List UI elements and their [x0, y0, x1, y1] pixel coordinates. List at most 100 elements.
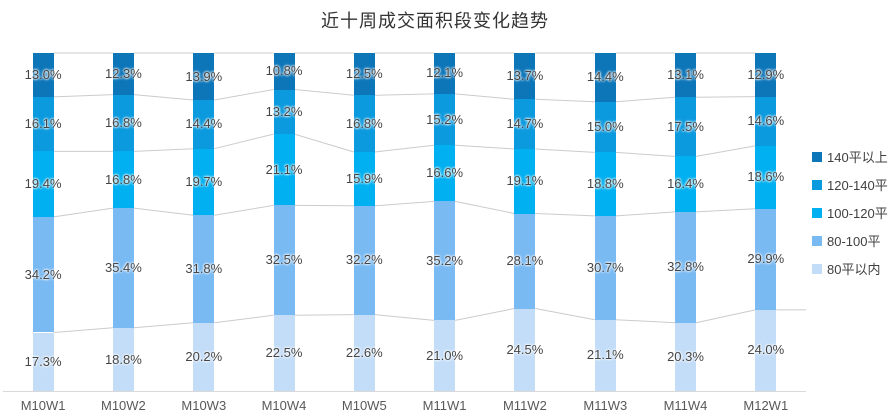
segment-value-label: 35.2% — [426, 252, 464, 268]
segment-value-label: 12.1% — [426, 65, 464, 81]
segment-value-label: 12.3% — [104, 65, 142, 81]
legend: 140平以上 120-140平 100-120平 80-100平 80平以内 — [812, 147, 888, 278]
bar-segment[interactable] — [193, 322, 215, 391]
bar-segment[interactable] — [755, 53, 777, 97]
segment-value-label: 16.8% — [104, 171, 142, 187]
bar-segment[interactable] — [353, 53, 375, 96]
bar-segment[interactable] — [273, 315, 295, 392]
bar-segment[interactable] — [514, 53, 536, 100]
segment-value-label: 21.1% — [586, 347, 624, 363]
bar-segment[interactable] — [112, 151, 134, 209]
bar-segment[interactable] — [112, 53, 134, 95]
boundary-line — [53, 308, 806, 333]
legend-swatch-icon — [812, 263, 822, 274]
legend-item[interactable]: 80平以内 — [812, 259, 888, 278]
legend-item[interactable]: 100-120平 — [812, 203, 888, 222]
bar-segment[interactable] — [193, 215, 215, 323]
segment-value-label: 16.4% — [667, 176, 704, 192]
bar-segment[interactable] — [193, 100, 215, 149]
x-axis-label: M10W2 — [100, 398, 146, 413]
bar-segment[interactable] — [193, 53, 215, 100]
segment-value-label: 22.5% — [265, 345, 303, 361]
legend-swatch-icon — [812, 151, 822, 162]
bar-segment[interactable] — [675, 322, 696, 392]
segment-value-label: 16.8% — [345, 115, 383, 131]
segment-value-label: 13.9% — [185, 68, 223, 84]
bar-segment[interactable] — [434, 320, 456, 392]
segment-value-label: 20.3% — [667, 349, 704, 364]
bar-segment[interactable] — [32, 332, 54, 391]
bar-segment[interactable] — [434, 93, 456, 146]
bar-segment[interactable] — [273, 53, 295, 90]
bar-segment[interactable] — [434, 53, 456, 94]
segment-value-label: 35.4% — [104, 260, 142, 275]
segment-value-label: 10.8% — [265, 63, 303, 79]
x-axis-label: M11W4 — [663, 398, 708, 413]
bar-segment[interactable] — [755, 145, 777, 209]
bar-segment[interactable] — [594, 152, 616, 216]
boundary-line — [53, 200, 756, 218]
segment-value-label: 21.1% — [265, 161, 303, 177]
bar-segment[interactable] — [112, 327, 134, 392]
x-axis-label: M12W1 — [743, 398, 789, 413]
segment-value-label: 32.2% — [345, 252, 383, 268]
bar-segment[interactable] — [755, 309, 777, 391]
segment-value-label: 14.4% — [185, 116, 223, 132]
bar-segment[interactable] — [353, 95, 375, 153]
segment-value-label: 24.5% — [506, 341, 544, 357]
bar-segment[interactable] — [675, 211, 696, 323]
bar-segment[interactable] — [32, 96, 54, 152]
bar-segment[interactable] — [594, 319, 616, 391]
bar-segment[interactable] — [594, 215, 616, 320]
boundary-line — [53, 133, 756, 157]
bar-segment[interactable] — [514, 308, 536, 392]
bar-segment[interactable] — [675, 97, 696, 157]
segment-value-label: 19.4% — [24, 176, 62, 192]
segment-value-label: 29.9% — [747, 251, 785, 267]
segment-value-label: 13.7% — [506, 68, 544, 84]
legend-item[interactable]: 80-100平 — [812, 231, 888, 250]
x-axis-label: M10W4 — [261, 398, 307, 413]
bar-segment[interactable] — [32, 53, 54, 97]
bar-segment[interactable] — [112, 208, 134, 328]
bar-segment[interactable] — [273, 89, 295, 135]
x-axis-label: M11W1 — [422, 398, 467, 413]
bar-segment[interactable] — [514, 99, 536, 149]
bar-segment[interactable] — [675, 53, 696, 98]
bar-segment[interactable] — [112, 94, 134, 152]
bar-segment[interactable] — [32, 216, 54, 333]
bar-segment[interactable] — [675, 156, 696, 212]
legend-label: 80平以内 — [827, 262, 881, 277]
bar-segment[interactable] — [434, 201, 456, 321]
legend-item[interactable]: 140平以上 — [812, 147, 888, 166]
bar-segment[interactable] — [514, 213, 536, 309]
bar-segment[interactable] — [594, 101, 616, 153]
legend-label: 100-120平 — [827, 206, 888, 221]
bar-segment[interactable] — [514, 149, 536, 214]
legend-swatch-icon — [812, 235, 822, 246]
chart-title: 近十周成交面积段变化趋势 — [321, 11, 549, 31]
segment-value-label: 32.8% — [667, 259, 704, 275]
bar-segment[interactable] — [755, 208, 777, 310]
segment-value-label: 30.7% — [586, 259, 624, 275]
segment-value-label: 18.8% — [586, 176, 624, 192]
segment-value-label: 19.1% — [506, 173, 544, 189]
bar-segment[interactable] — [353, 205, 375, 315]
bar-segment[interactable] — [193, 148, 215, 216]
bar-segment[interactable] — [353, 152, 375, 206]
bar-segment[interactable] — [353, 314, 375, 391]
x-axis-label: M11W2 — [502, 398, 547, 413]
bar-segment[interactable] — [273, 205, 295, 316]
legend-item[interactable]: 120-140平 — [812, 175, 888, 194]
bar-segment[interactable] — [273, 134, 295, 206]
x-axis-label: M10W5 — [341, 398, 387, 413]
x-axis-label: M11W3 — [583, 398, 628, 413]
bar-segment[interactable] — [594, 53, 616, 102]
bar-segment[interactable] — [434, 145, 456, 202]
segment-value-label: 18.8% — [104, 351, 142, 367]
bar-segment[interactable] — [32, 151, 54, 217]
bar-segment[interactable] — [755, 96, 777, 146]
